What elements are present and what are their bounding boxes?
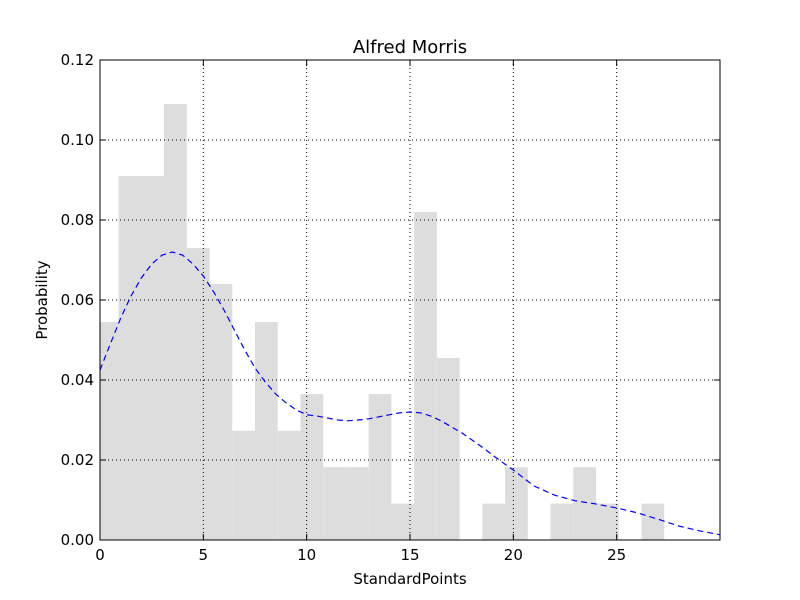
histogram-bar [391, 503, 415, 540]
histogram-bar [100, 322, 119, 540]
histogram-bar [232, 430, 255, 540]
y-tick-label: 0.08 [61, 211, 94, 229]
grid-lines [100, 60, 720, 540]
y-tick-label: 0.06 [61, 291, 94, 309]
histogram-bar [255, 322, 278, 540]
histogram-bar [345, 467, 369, 540]
histogram-bar [414, 212, 437, 540]
histogram-bar [482, 503, 506, 540]
axis-ticks: 0 5 10 15 20 25 0.00 0.02 0.04 0.06 0.08 0.10 0.12 [61, 51, 720, 564]
histogram-bar [505, 467, 528, 540]
histogram-bar [209, 284, 233, 540]
y-axis-label: Probability [33, 260, 51, 339]
y-tick-label: 0.00 [61, 531, 94, 549]
histogram-bar [641, 503, 665, 540]
y-tick-label: 0.04 [61, 371, 94, 389]
histogram-bar [573, 467, 596, 540]
histogram-bar [118, 176, 142, 540]
kde-layer [99, 251, 721, 536]
chart-title: Alfred Morris [353, 37, 467, 58]
x-tick-label: 20 [504, 546, 523, 564]
histogram-bars [100, 104, 665, 540]
y-tick-label: 0.02 [61, 451, 94, 469]
x-tick-label: 15 [400, 546, 419, 564]
histogram-bar [596, 503, 619, 540]
histogram-bar [368, 394, 392, 540]
histogram-bar [323, 467, 346, 540]
histogram-bar [300, 394, 324, 540]
histogram-bar [436, 358, 460, 540]
x-tick-label: 5 [199, 546, 209, 564]
histogram-bar [164, 104, 187, 540]
kde-line [99, 251, 721, 536]
histogram-bar [186, 248, 210, 540]
x-tick-label: 0 [95, 546, 105, 564]
x-tick-label: 25 [607, 546, 626, 564]
histogram-bar [141, 176, 165, 540]
x-axis-label: StandardPoints [353, 570, 466, 588]
histogram-bar [550, 503, 574, 540]
x-tick-label: 10 [297, 546, 316, 564]
histogram-bar [277, 430, 301, 540]
y-tick-label: 0.10 [61, 131, 94, 149]
y-tick-label: 0.12 [61, 51, 94, 69]
